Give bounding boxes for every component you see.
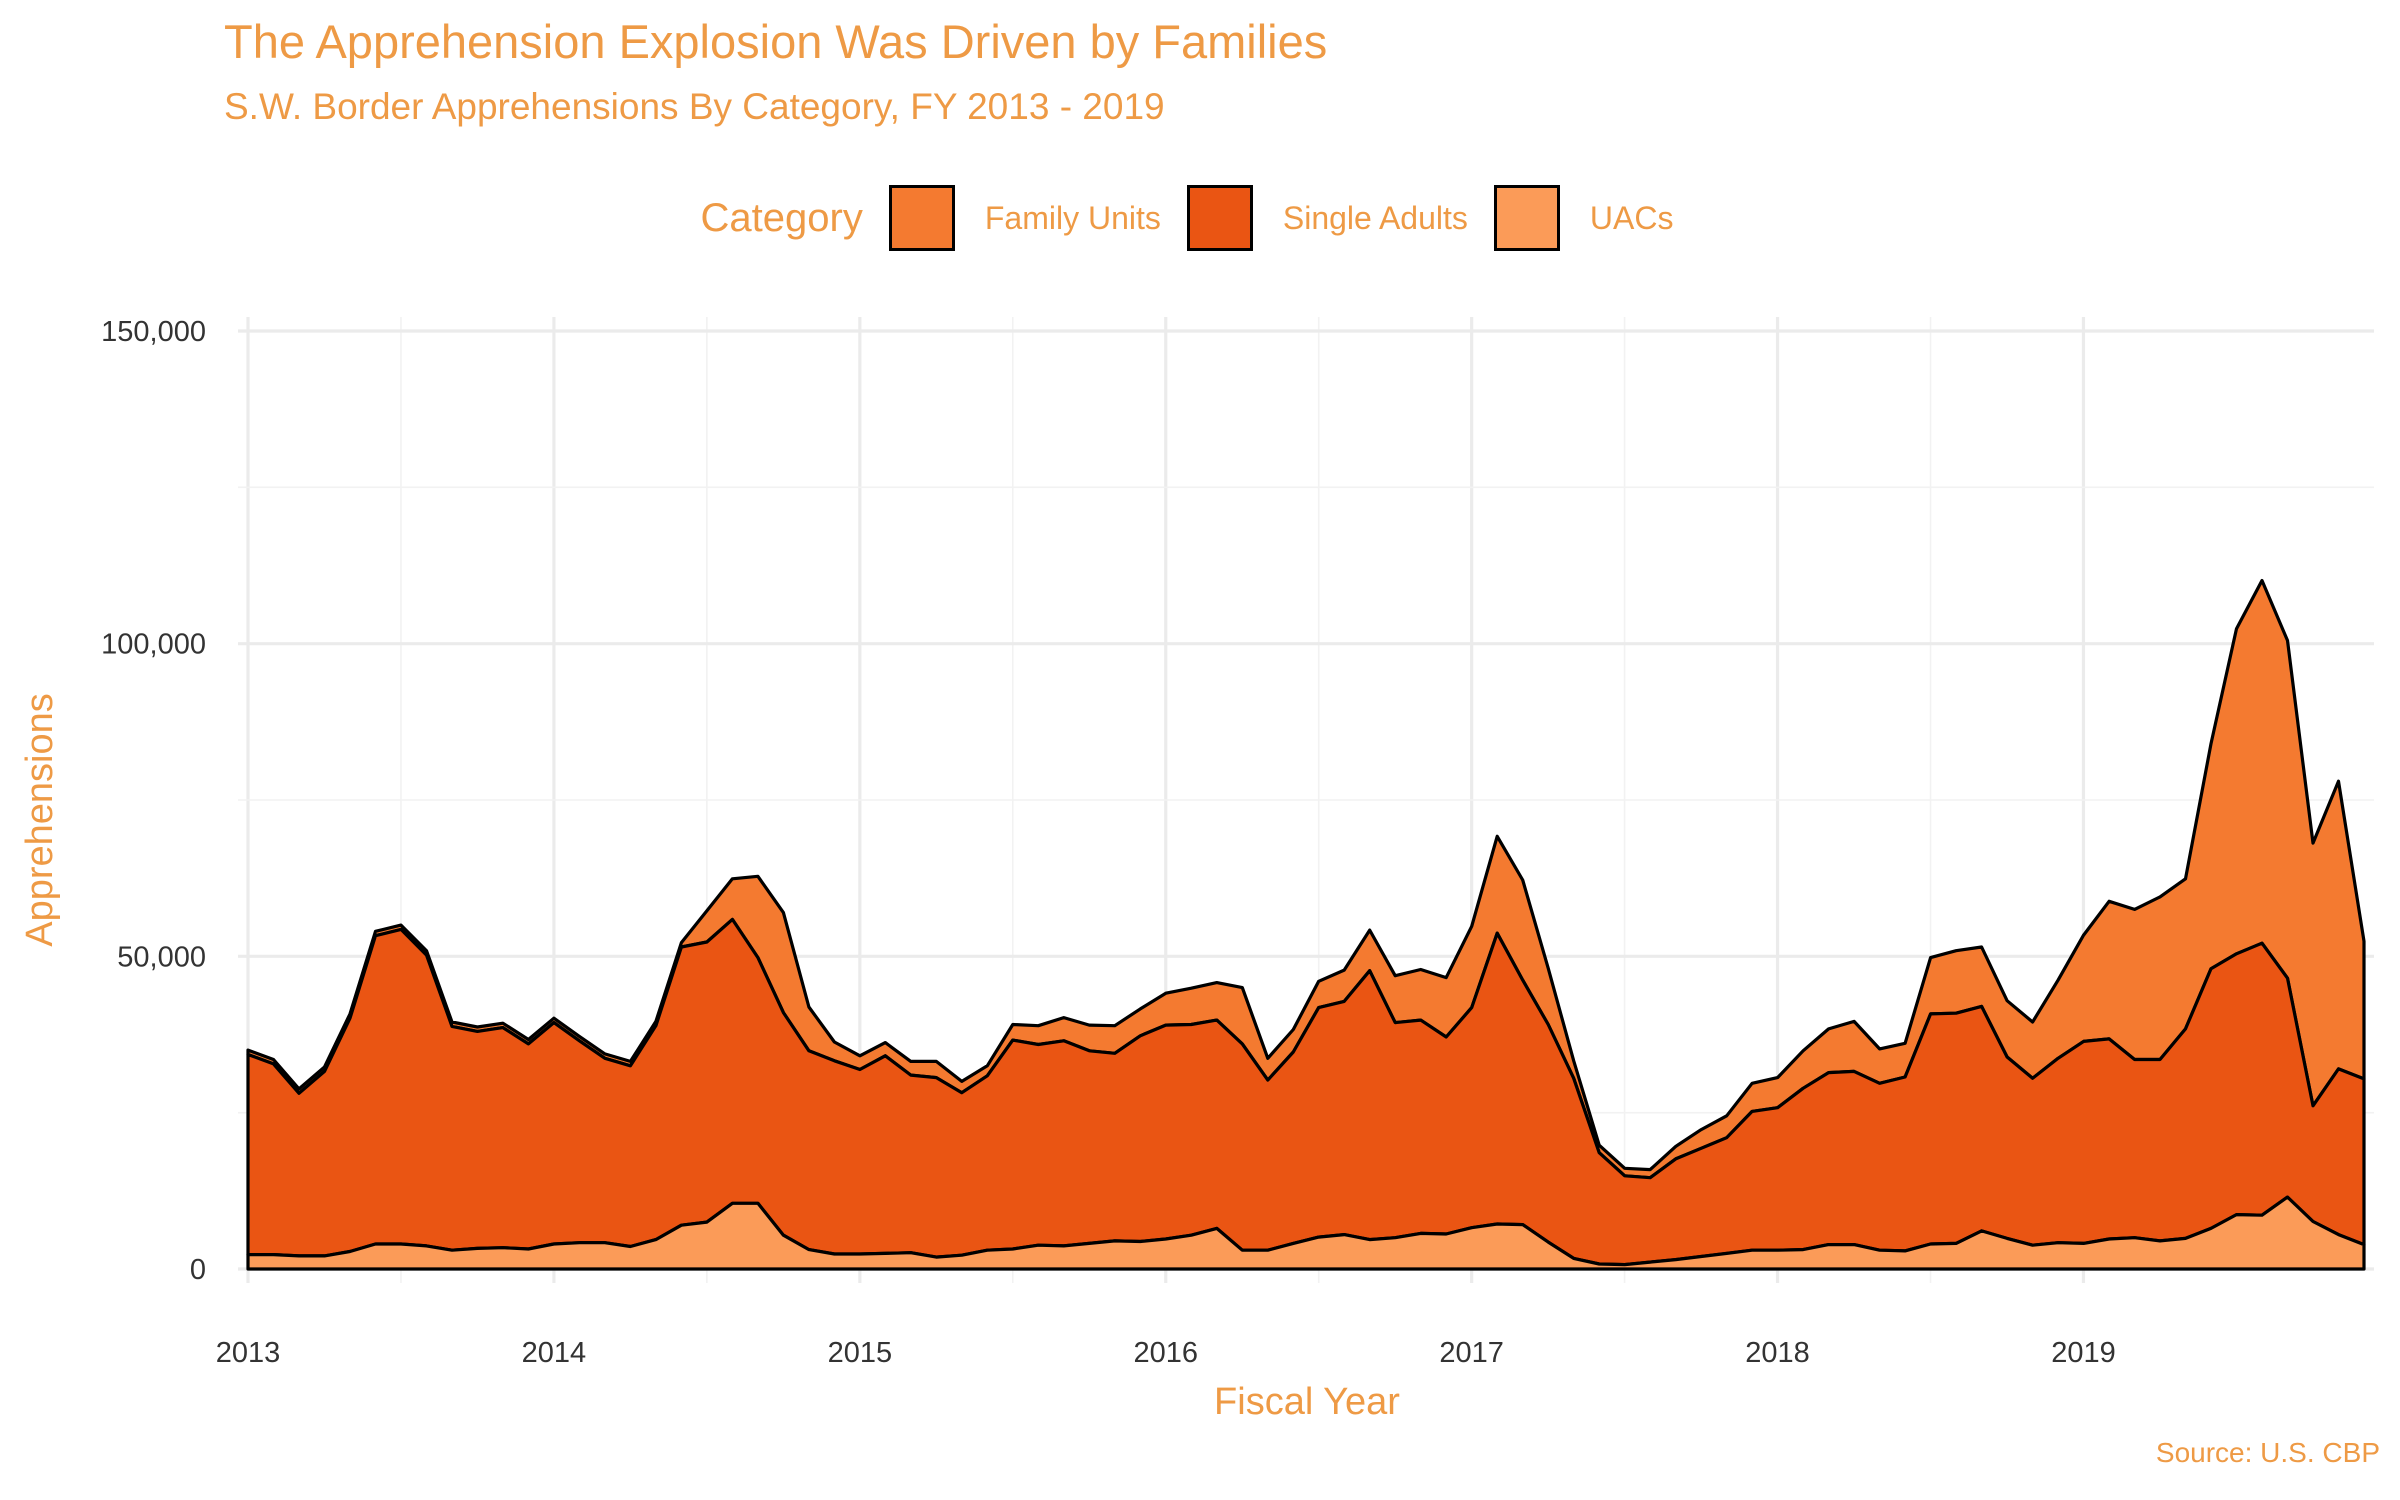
x-axis: 2013 2014 2015 2016 2017 2018 2019 xyxy=(216,1337,2116,1369)
x-tick-label: 2017 xyxy=(1439,1337,1504,1369)
area-uacs xyxy=(246,1195,2366,1271)
y-axis-title: Apprehensions xyxy=(19,693,61,947)
legend-key-family-units xyxy=(888,185,955,251)
source-note: Source: U.S. CBP xyxy=(2155,1437,2380,1468)
x-tick-label: 2014 xyxy=(522,1337,587,1369)
legend-item-uacs: UACs xyxy=(1493,185,1674,251)
y-tick-label: 100,000 xyxy=(101,629,206,661)
legend-title: Category xyxy=(700,195,863,240)
y-axis: 0 50,000 100,000 150,000 xyxy=(101,316,206,1286)
legend: Category Family Units Single Adults UACs xyxy=(0,178,2400,258)
legend-item-single-adults: Single Adults xyxy=(1186,185,1468,251)
y-tick-label: 50,000 xyxy=(117,941,206,973)
x-axis-title: Fiscal Year xyxy=(1214,1381,1400,1423)
y-tick-label: 0 xyxy=(190,1254,206,1286)
x-tick-label: 2019 xyxy=(2051,1337,2116,1369)
y-tick-label: 150,000 xyxy=(101,316,206,348)
x-tick-label: 2016 xyxy=(1133,1337,1198,1369)
chart-subtitle: S.W. Border Apprehensions By Category, F… xyxy=(224,86,1165,127)
chart-title: The Apprehension Explosion Was Driven by… xyxy=(224,15,1328,68)
legend-label-single-adults: Single Adults xyxy=(1282,199,1468,236)
legend-label-family-units: Family Units xyxy=(984,199,1161,236)
area-layers xyxy=(246,578,2366,1271)
x-tick-label: 2015 xyxy=(828,1337,893,1369)
area-single-adults xyxy=(246,917,2366,1267)
legend-label-uacs: UACs xyxy=(1589,199,1674,236)
legend-key-single-adults xyxy=(1186,185,1253,251)
legend-item-family-units: Family Units xyxy=(888,185,1161,251)
x-tick-label: 2013 xyxy=(216,1337,281,1369)
x-tick-label: 2018 xyxy=(1745,1337,1810,1369)
legend-key-uacs xyxy=(1493,185,1560,251)
